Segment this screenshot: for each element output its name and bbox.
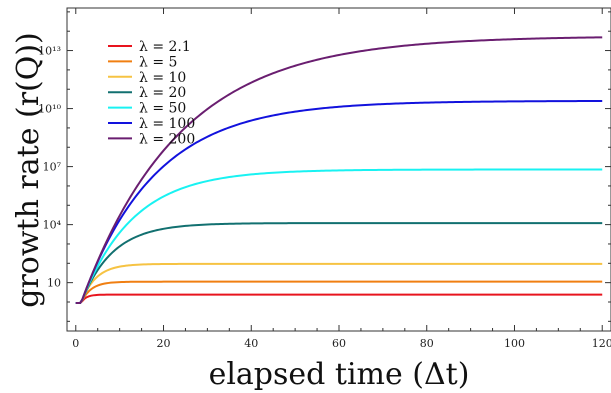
- x-tick-label: 20: [157, 337, 171, 350]
- x-tick-label: 100: [504, 337, 525, 350]
- legend-label: λ = 50: [139, 101, 186, 117]
- x-tick-label: 120: [592, 337, 611, 350]
- series-line: [76, 295, 602, 303]
- legend-label: λ = 5: [139, 54, 177, 70]
- legend-label: λ = 2.1: [139, 39, 191, 55]
- y-tick-label: 10: [47, 277, 61, 290]
- legend-label: λ = 20: [139, 85, 186, 101]
- legend-label: λ = 10: [139, 70, 186, 86]
- x-tick-label: 40: [244, 337, 258, 350]
- series-line: [76, 282, 602, 303]
- x-tick-label: 60: [332, 337, 346, 350]
- x-tick-label: 80: [420, 337, 434, 350]
- x-axis-title: elapsed time (Δt): [209, 357, 470, 392]
- legend-label: λ = 100: [139, 116, 195, 132]
- y-axis-title: growth rate (r(Q)): [11, 32, 46, 308]
- series-line: [76, 264, 602, 303]
- series-line: [76, 170, 602, 303]
- x-tick-label: 0: [72, 337, 79, 350]
- legend-label: λ = 200: [139, 131, 195, 147]
